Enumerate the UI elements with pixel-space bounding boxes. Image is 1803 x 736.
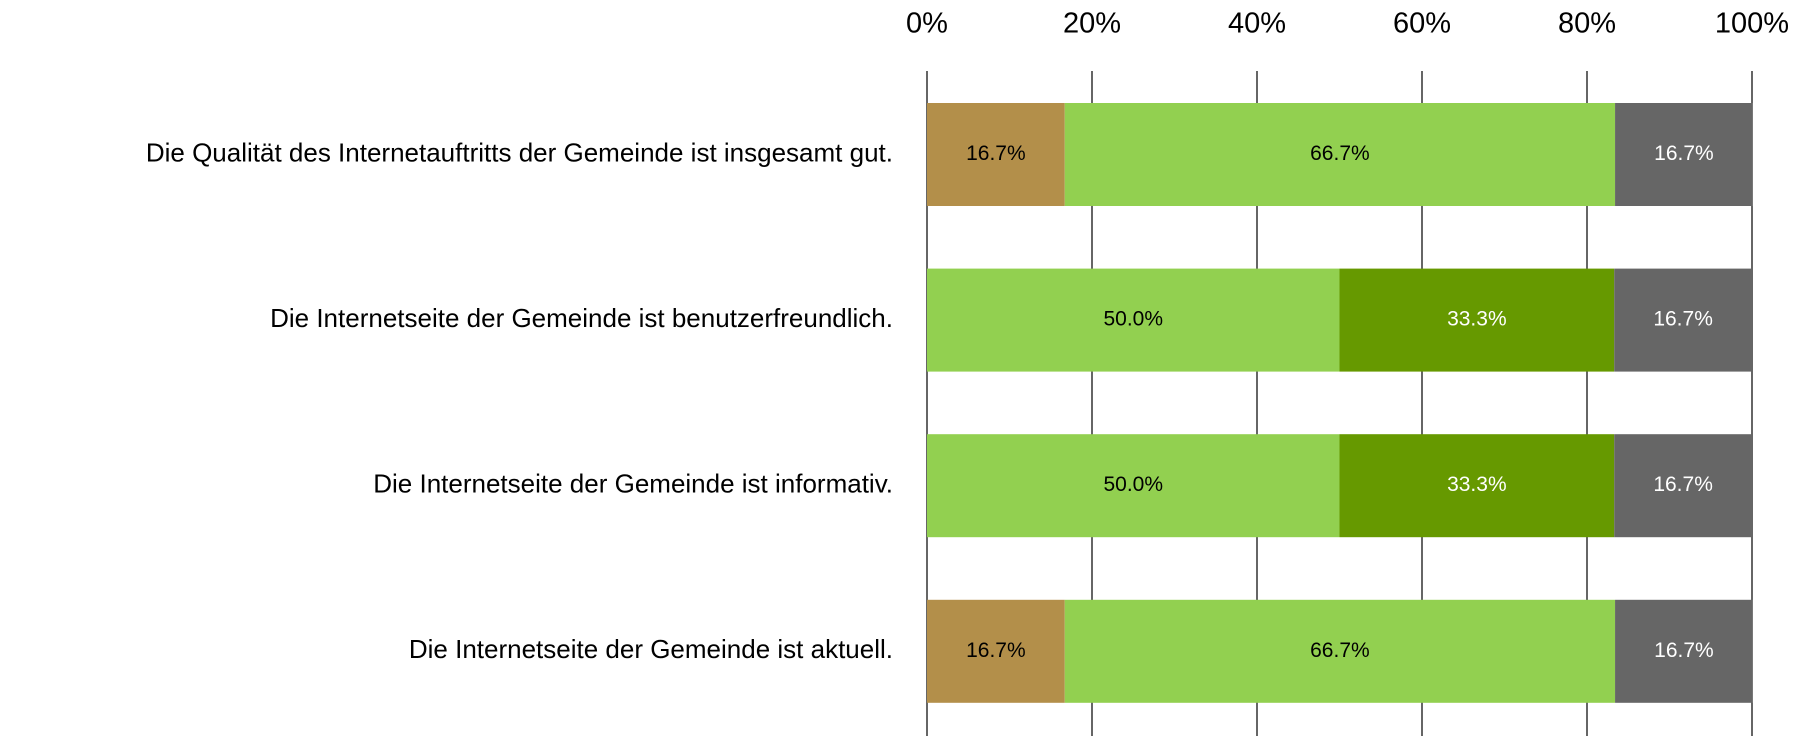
data-label: 16.7% — [1654, 639, 1714, 662]
data-label: 16.7% — [1653, 473, 1713, 496]
category-label: Die Qualität des Internetauftritts der G… — [146, 137, 893, 167]
x-tick-label: 80% — [1558, 8, 1616, 40]
bar-segment — [1339, 434, 1615, 538]
data-label: 50.0% — [1103, 473, 1163, 496]
data-label: 50.0% — [1103, 308, 1163, 331]
bar-segment — [1615, 599, 1753, 703]
data-label: 16.7% — [966, 639, 1026, 662]
x-tick-label: 20% — [1063, 8, 1121, 40]
bar-segment — [927, 103, 1065, 206]
data-label: 33.3% — [1447, 308, 1507, 331]
x-tick-label: 100% — [1715, 8, 1789, 40]
category-label: Die Internetseite der Gemeinde ist aktue… — [409, 634, 893, 664]
bar-segment — [1615, 103, 1753, 206]
data-label: 16.7% — [966, 142, 1026, 165]
bar-segment — [1064, 599, 1616, 703]
bar-segment — [1614, 268, 1752, 372]
bar-segment — [1339, 268, 1615, 372]
bar-segment — [927, 434, 1340, 538]
category-label: Die Internetseite der Gemeinde ist infor… — [373, 469, 893, 499]
bar-segment — [1064, 103, 1616, 206]
data-label: 66.7% — [1310, 142, 1370, 165]
x-tick-label: 60% — [1393, 8, 1451, 40]
bar-segment — [1614, 434, 1752, 538]
category-label: Die Internetseite der Gemeinde ist benut… — [270, 303, 893, 333]
data-label: 16.7% — [1654, 142, 1714, 165]
x-tick-label: 40% — [1228, 8, 1286, 40]
data-label: 33.3% — [1447, 473, 1507, 496]
bar-segment — [927, 268, 1340, 372]
x-tick-label: 0% — [906, 8, 948, 40]
bar-segment — [927, 599, 1065, 703]
data-label: 16.7% — [1653, 308, 1713, 331]
data-label: 66.7% — [1310, 639, 1370, 662]
